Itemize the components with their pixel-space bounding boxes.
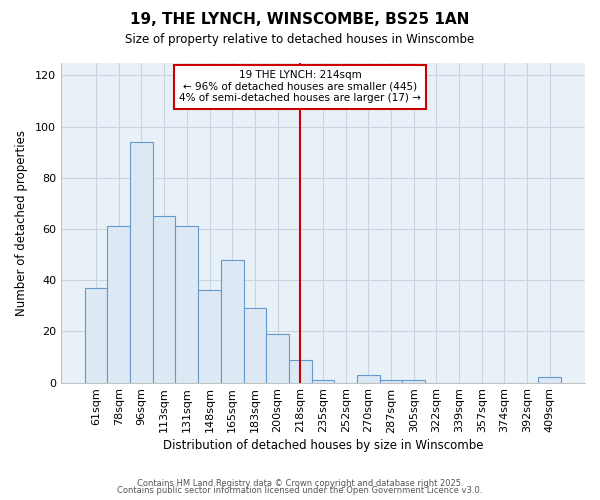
Bar	[538, 378, 561, 382]
Bar	[85, 288, 107, 382]
Bar	[311, 380, 334, 382]
Bar	[130, 142, 153, 382]
Bar	[403, 380, 425, 382]
Bar	[289, 360, 311, 382]
Bar	[266, 334, 289, 382]
Bar	[221, 260, 244, 382]
Bar	[198, 290, 221, 382]
Text: 19, THE LYNCH, WINSCOMBE, BS25 1AN: 19, THE LYNCH, WINSCOMBE, BS25 1AN	[130, 12, 470, 28]
Bar	[107, 226, 130, 382]
Text: Size of property relative to detached houses in Winscombe: Size of property relative to detached ho…	[125, 32, 475, 46]
Bar	[244, 308, 266, 382]
X-axis label: Distribution of detached houses by size in Winscombe: Distribution of detached houses by size …	[163, 440, 483, 452]
Text: 19 THE LYNCH: 214sqm
← 96% of detached houses are smaller (445)
4% of semi-detac: 19 THE LYNCH: 214sqm ← 96% of detached h…	[179, 70, 421, 103]
Text: Contains public sector information licensed under the Open Government Licence v3: Contains public sector information licen…	[118, 486, 482, 495]
Bar	[153, 216, 175, 382]
Bar	[357, 375, 380, 382]
Bar	[175, 226, 198, 382]
Y-axis label: Number of detached properties: Number of detached properties	[15, 130, 28, 316]
Text: Contains HM Land Registry data © Crown copyright and database right 2025.: Contains HM Land Registry data © Crown c…	[137, 478, 463, 488]
Bar	[380, 380, 403, 382]
